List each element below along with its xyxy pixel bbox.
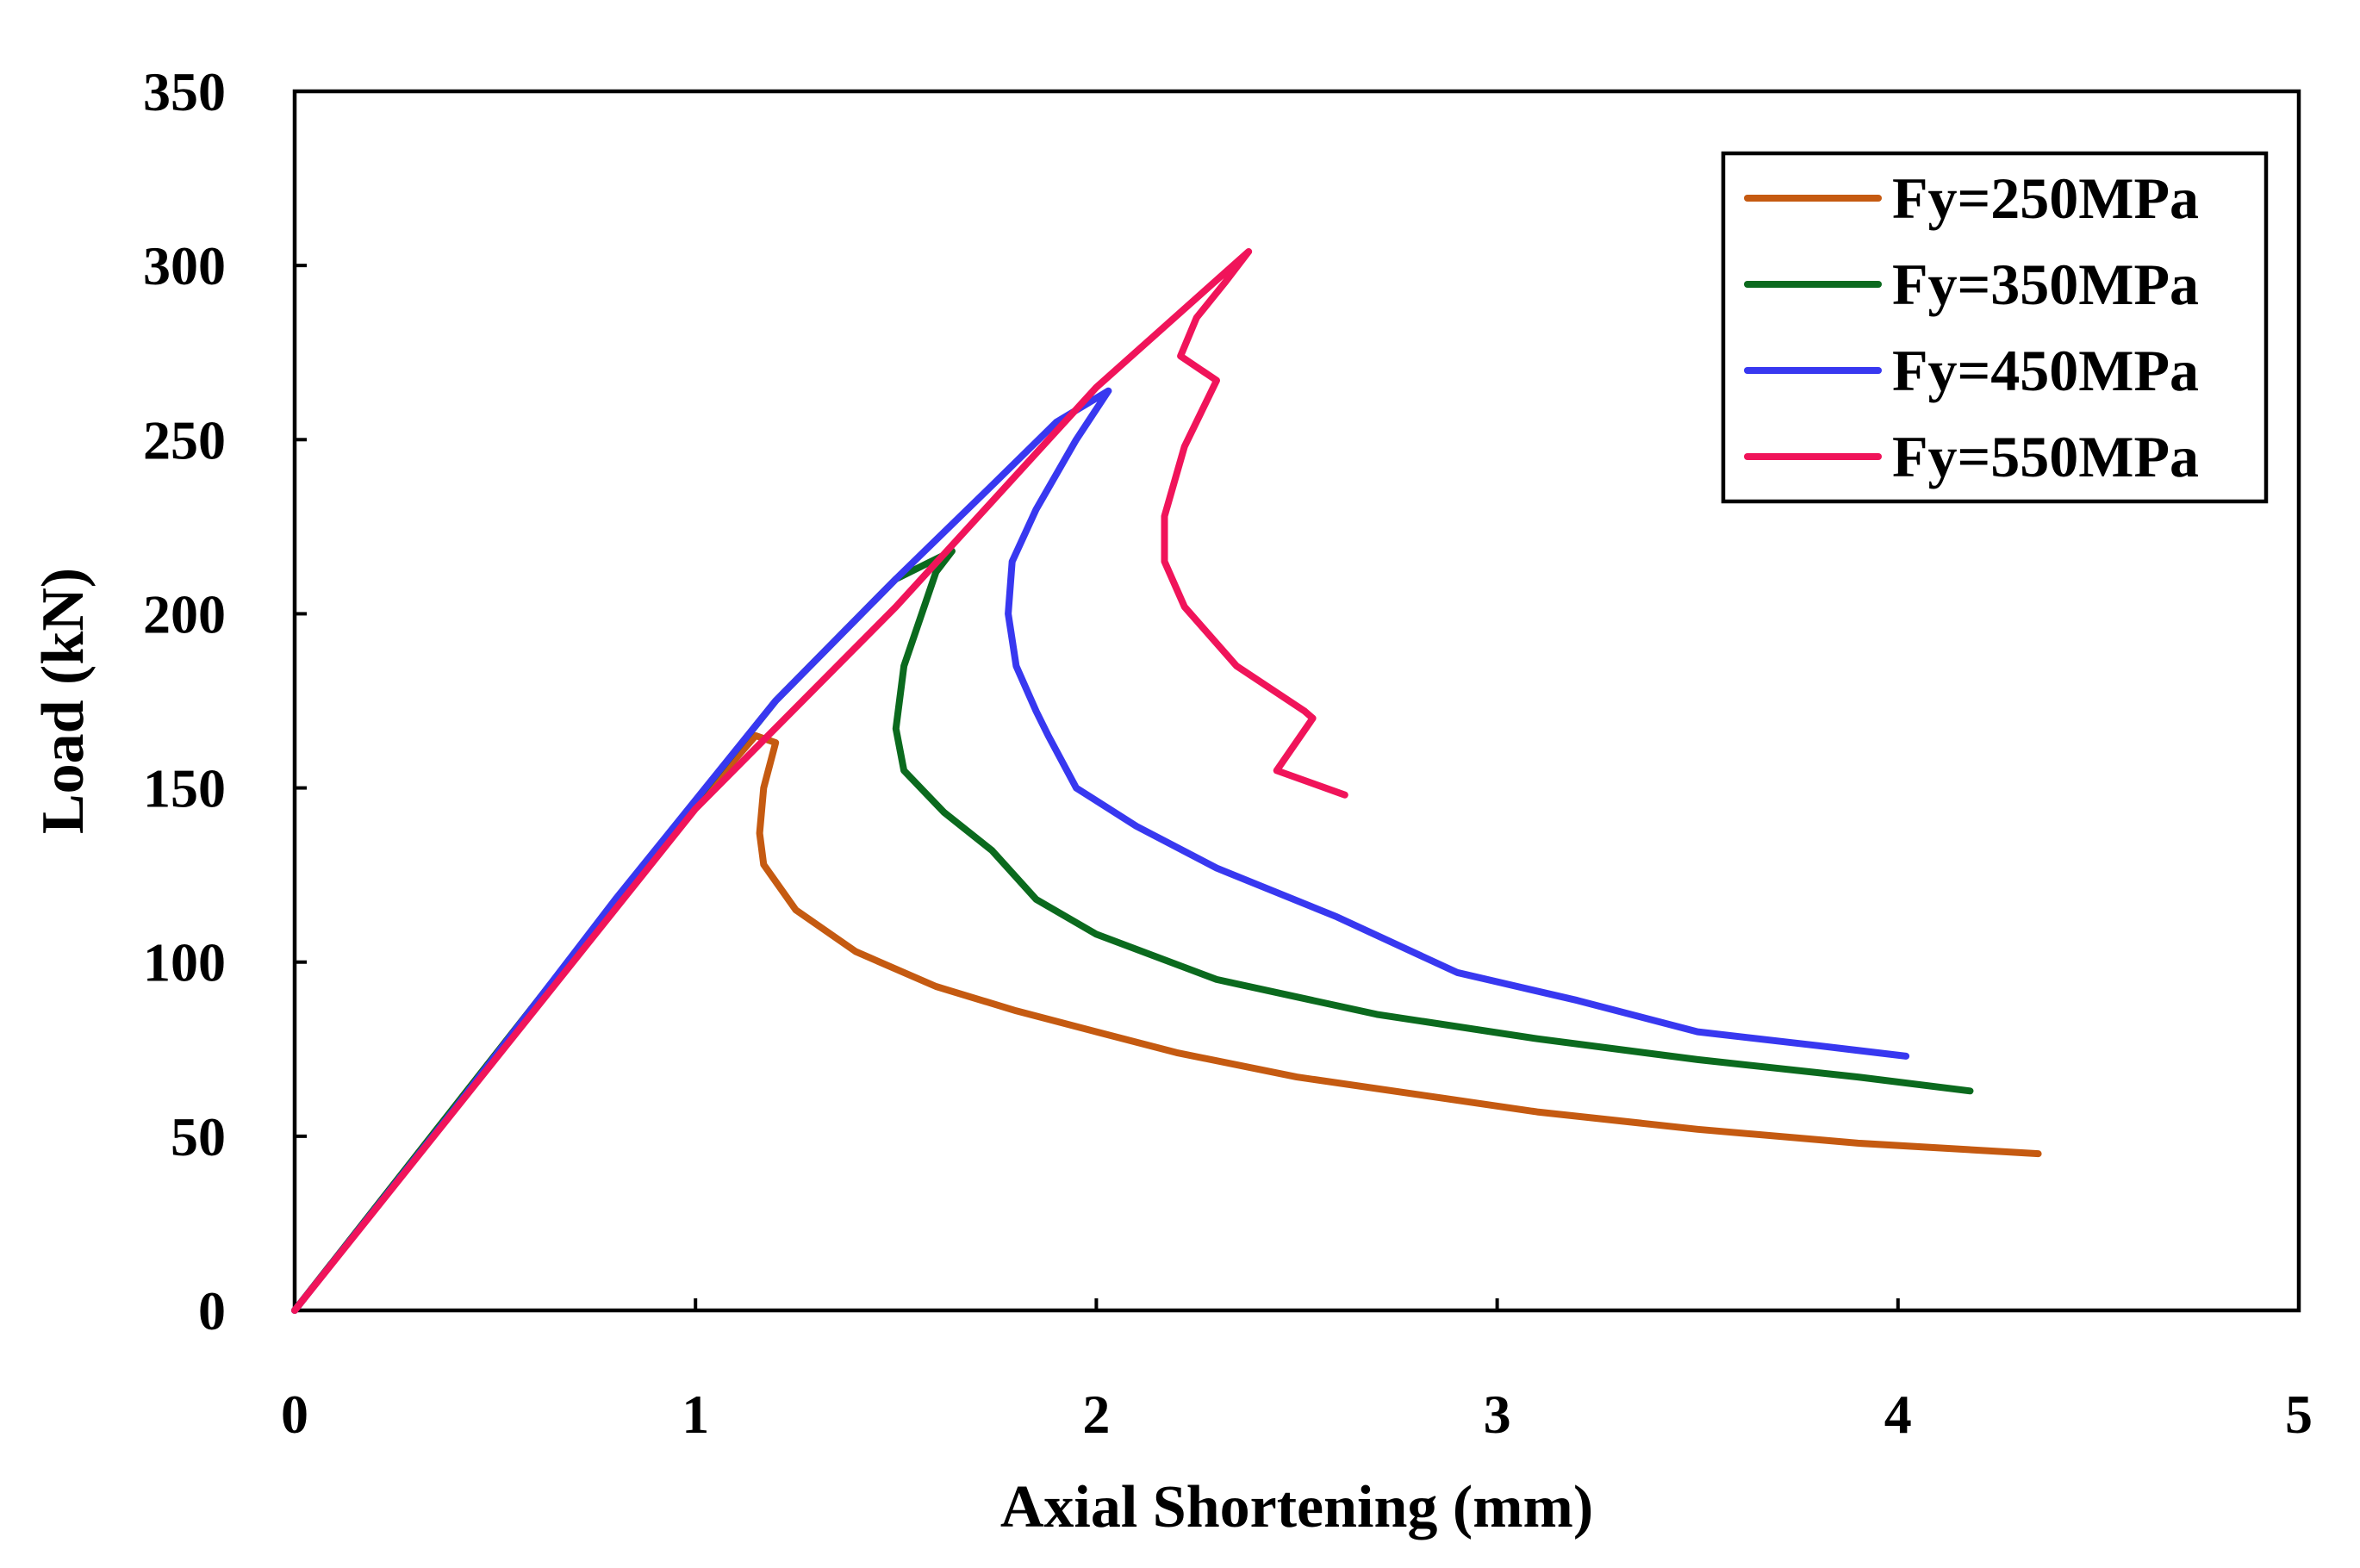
series-layer	[291, 248, 2042, 1314]
plot-area	[292, 89, 2301, 1313]
x-tick-label: 2	[1082, 1384, 1110, 1445]
y-tick-label: 300	[143, 235, 226, 296]
legend-label: Fy=250MPa	[1892, 165, 2199, 231]
x-axis-title: Axial Shortening (mm)	[1000, 1474, 1593, 1540]
series-line-fy-550mpa	[291, 248, 1348, 1314]
legend-label: Fy=550MPa	[1892, 424, 2199, 489]
x-axis: 0 1 2 3 4 5	[281, 1298, 2313, 1445]
legend-label: Fy=350MPa	[1892, 252, 2199, 317]
y-tick-label: 100	[143, 932, 226, 993]
y-axis: 0 50 100 150 200 250 300 350	[143, 61, 307, 1341]
y-tick-label: 50	[171, 1106, 226, 1167]
x-tick-label: 0	[281, 1384, 308, 1445]
y-axis-title: Load (kN)	[30, 568, 97, 834]
legend-label: Fy=450MPa	[1892, 338, 2199, 403]
series-line-fy-450mpa	[291, 387, 1910, 1314]
y-tick-label: 150	[143, 758, 226, 819]
x-tick-label: 1	[682, 1384, 709, 1445]
series-line-fy-250mpa	[291, 731, 2042, 1314]
x-tick-label: 5	[2285, 1384, 2313, 1445]
series-line-fy-350mpa	[291, 547, 1974, 1314]
y-tick-label: 0	[198, 1280, 226, 1341]
y-tick-label: 200	[143, 583, 226, 644]
x-tick-label: 4	[1884, 1384, 1912, 1445]
y-tick-label: 350	[143, 61, 226, 122]
plot-frame	[292, 89, 2301, 1313]
legend: Fy=250MPa Fy=350MPa Fy=450MPa Fy=550MPa	[1721, 151, 2269, 504]
x-tick-label: 3	[1484, 1384, 1511, 1445]
y-tick-label: 250	[143, 409, 226, 470]
legend-box	[1721, 151, 2269, 504]
